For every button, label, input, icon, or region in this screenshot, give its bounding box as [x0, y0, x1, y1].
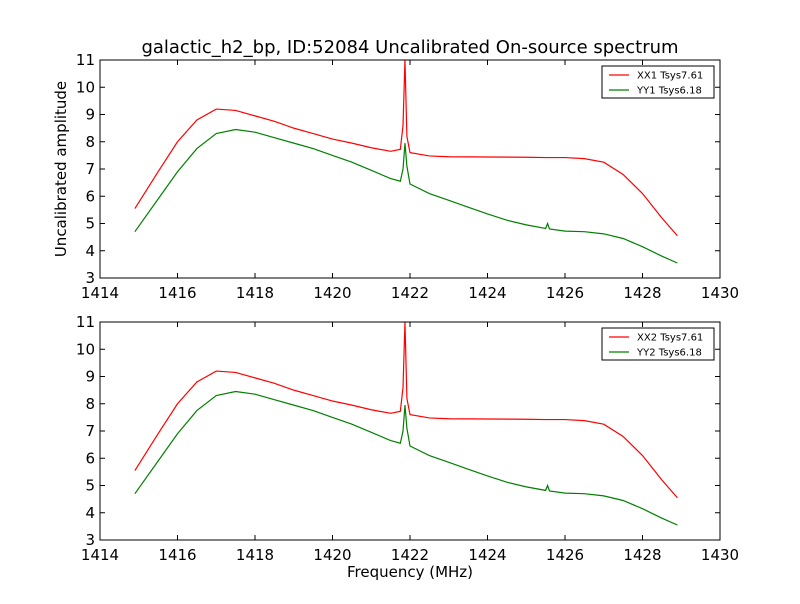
y-tick-label: 10 — [76, 340, 95, 358]
x-tick-label: 1424 — [468, 546, 506, 564]
x-tick-label: 1414 — [81, 284, 119, 302]
x-tick-label: 1428 — [623, 284, 661, 302]
y-tick-label: 4 — [85, 504, 95, 522]
x-axis-label: Frequency (MHz) — [347, 563, 473, 581]
series-line-2-1 — [134, 322, 678, 499]
series-line-2-2 — [134, 390, 678, 526]
y-tick-label: 7 — [85, 160, 95, 178]
y-tick-label: 9 — [85, 106, 95, 124]
y-tick-label: 9 — [85, 368, 95, 386]
y-tick-label: 11 — [76, 51, 95, 69]
y-tick-label: 7 — [85, 422, 95, 440]
y-tick-label: 10 — [76, 78, 95, 96]
x-tick-label: 1426 — [546, 546, 584, 564]
y-tick-label: 8 — [85, 133, 95, 151]
x-tick-label: 1428 — [623, 546, 661, 564]
legend-label: XX1 Tsys7.61 — [637, 71, 703, 82]
x-tick-label: 1422 — [391, 284, 429, 302]
y-tick-label: 3 — [85, 531, 95, 549]
legend-box — [601, 65, 715, 99]
series-line-1-1 — [134, 60, 678, 237]
x-tick-label: 1422 — [391, 546, 429, 564]
subplot-1: 1414 1416 1418 1420 1422 1424 1426 1428 1430 3 4 5 6… — [76, 51, 739, 302]
y-tick-label: 4 — [85, 242, 95, 260]
legend-label: YY1 Tsys6.18 — [636, 86, 702, 97]
x-tick-label: 1418 — [236, 284, 274, 302]
x-tick-label: 1420 — [313, 284, 351, 302]
x-tick-label: 1430 — [701, 284, 739, 302]
y-tick-label: 6 — [85, 449, 95, 467]
x-tick-label: 1414 — [81, 546, 119, 564]
series-line-1-2 — [134, 128, 678, 264]
y-tick-label: 11 — [76, 313, 95, 331]
x-tick-label: 1416 — [158, 546, 196, 564]
x-tick-label: 1426 — [546, 284, 584, 302]
legend-box — [601, 327, 715, 361]
y-tick-label: 5 — [85, 215, 95, 233]
x-tick-label: 1418 — [236, 546, 274, 564]
legend: XX1 Tsys7.61 YY1 Tsys6.18 — [601, 65, 715, 99]
y-axis-label: Uncalibrated amplitude — [52, 81, 70, 257]
y-tick-label: 3 — [85, 269, 95, 287]
y-tick-label: 6 — [85, 187, 95, 205]
subplots: 1414 1416 1418 1420 1422 1424 1426 1428 1430 3 4 5 6… — [76, 51, 739, 564]
x-tick-label: 1430 — [701, 546, 739, 564]
chart-title: galactic_h2_bp, ID:52084 Uncalibrated On… — [141, 37, 678, 58]
legend-label: XX2 Tsys7.61 — [637, 333, 703, 344]
legend-label: YY2 Tsys6.18 — [636, 348, 702, 359]
x-tick-label: 1416 — [158, 284, 196, 302]
y-tick-label: 5 — [85, 477, 95, 495]
subplot-2: 1414 1416 1418 1420 1422 1424 1426 1428 1430 3 4 5 6… — [76, 313, 739, 564]
y-tick-label: 8 — [85, 395, 95, 413]
x-tick-label: 1424 — [468, 284, 506, 302]
x-tick-label: 1420 — [313, 546, 351, 564]
legend: XX2 Tsys7.61 YY2 Tsys6.18 — [601, 327, 715, 361]
